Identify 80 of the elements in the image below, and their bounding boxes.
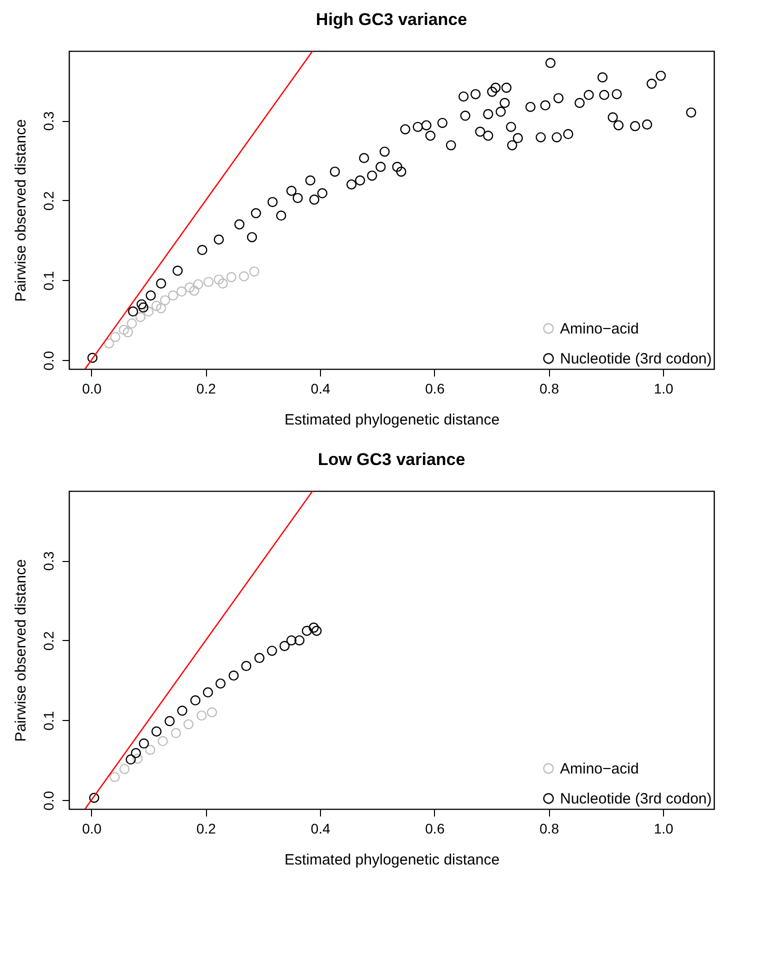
point	[184, 282, 195, 293]
point	[206, 707, 218, 718]
point	[294, 635, 305, 646]
point	[110, 332, 120, 342]
y-tick-label: 0.1	[40, 710, 56, 731]
point	[126, 318, 137, 329]
x-tick-label: 0.8	[540, 380, 560, 396]
y-tick-label: 0.0	[40, 790, 56, 810]
point	[215, 678, 226, 689]
point	[110, 772, 120, 782]
point	[190, 695, 200, 706]
point	[89, 792, 100, 803]
point	[193, 279, 204, 290]
point	[132, 754, 143, 764]
point	[196, 710, 207, 721]
point	[249, 266, 260, 277]
x-tick-label: 0.2	[196, 820, 216, 836]
point	[170, 728, 181, 738]
point	[122, 327, 133, 338]
point	[286, 635, 297, 646]
x-axis-title: Estimated phylogenetic distance	[284, 852, 500, 868]
point	[119, 764, 130, 774]
point	[302, 626, 312, 636]
x-tick-label: 0.8	[540, 820, 560, 836]
legend-label: Amino−acid	[560, 760, 639, 778]
x-axis-title: Estimated phylogenetic distance	[284, 412, 500, 428]
chart-title: Low GC3 variance	[318, 450, 466, 469]
point	[126, 754, 136, 765]
x-tick-label: 0.0	[82, 820, 102, 836]
point	[156, 303, 166, 314]
point	[151, 300, 162, 311]
point	[280, 640, 290, 652]
point	[189, 286, 200, 296]
legend-label: Amino−acid	[560, 320, 639, 338]
point	[241, 660, 252, 672]
y-tick-label: 0.3	[40, 551, 56, 571]
point	[130, 748, 141, 758]
point	[160, 295, 170, 306]
point	[183, 719, 194, 730]
legend-label: Nucleotide (3rd codon)	[560, 790, 712, 808]
y-tick-label: 0.1	[40, 270, 56, 291]
point	[228, 670, 239, 681]
point	[254, 652, 264, 664]
point	[151, 726, 162, 737]
y-tick-label: 0.2	[40, 630, 56, 651]
x-tick-label: 0.6	[425, 380, 445, 396]
x-tick-label: 0.4	[310, 380, 330, 396]
point	[202, 687, 214, 698]
x-tick-label: 0.2	[196, 380, 216, 396]
y-tick-label: 0.2	[40, 190, 56, 211]
point	[238, 271, 250, 282]
point	[312, 626, 322, 636]
point	[164, 716, 175, 726]
point	[145, 744, 156, 755]
x-tick-label: 1.0	[654, 820, 674, 836]
point	[168, 290, 178, 301]
point	[308, 622, 319, 633]
point	[203, 276, 214, 287]
x-tick-label: 0.6	[425, 820, 445, 836]
point	[226, 272, 236, 282]
x-tick-label: 0.0	[82, 380, 102, 396]
point	[266, 646, 278, 656]
point	[177, 706, 188, 716]
x-tick-label: 1.0	[654, 380, 674, 396]
point	[138, 738, 149, 749]
point	[218, 278, 228, 289]
point	[143, 306, 154, 317]
legend-label: Nucleotide (3rd codon)	[560, 350, 712, 368]
point	[158, 736, 168, 746]
x-tick-label: 0.4	[310, 820, 330, 836]
point	[104, 338, 114, 348]
point	[176, 286, 187, 297]
y-axis-title: Pairwise observed distance	[12, 559, 30, 742]
y-axis-title: Pairwise observed distance	[12, 119, 30, 302]
point	[214, 274, 224, 285]
y-tick-label: 0.0	[40, 350, 56, 370]
y-tick-label: 0.3	[40, 111, 56, 131]
chart-title: High GC3 variance	[316, 10, 468, 29]
point	[118, 324, 129, 335]
point	[135, 312, 146, 322]
